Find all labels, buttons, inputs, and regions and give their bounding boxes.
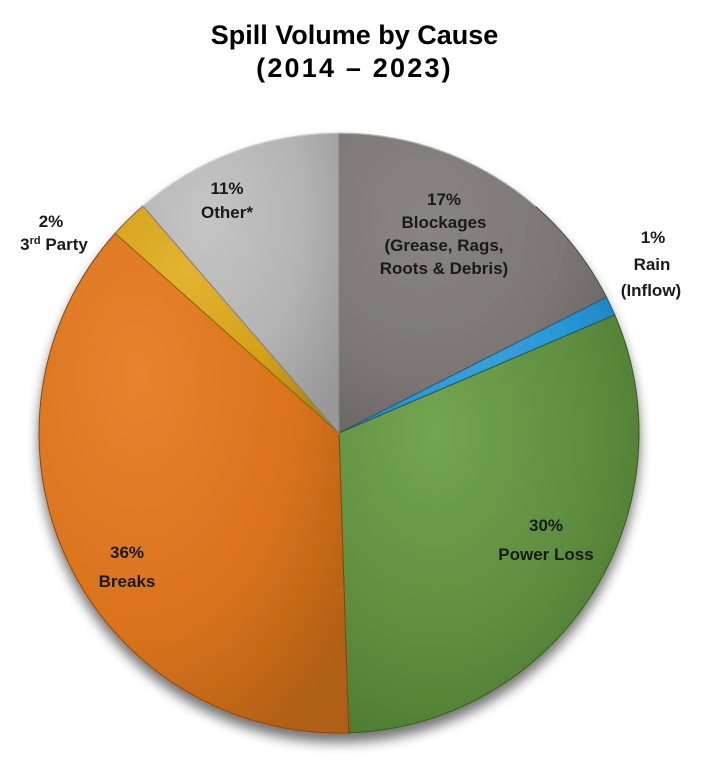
- svg-text:Roots & Debris): Roots & Debris): [380, 259, 508, 278]
- svg-text:(Grease, Rags,: (Grease, Rags,: [384, 236, 503, 255]
- svg-text:17%: 17%: [427, 190, 461, 209]
- svg-text:3rd Party: 3rd Party: [20, 235, 88, 254]
- svg-text:2%: 2%: [39, 212, 64, 231]
- svg-text:Other*: Other*: [201, 203, 253, 222]
- svg-text:30%: 30%: [529, 516, 563, 535]
- svg-text:36%: 36%: [110, 543, 144, 562]
- svg-text:Rain: Rain: [634, 255, 671, 274]
- svg-text:Breaks: Breaks: [99, 572, 156, 591]
- svg-text:11%: 11%: [210, 179, 243, 198]
- svg-text:Blockages: Blockages: [401, 213, 486, 232]
- svg-text:(Inflow): (Inflow): [621, 281, 681, 300]
- svg-text:Power Loss: Power Loss: [498, 545, 593, 564]
- svg-text:1%: 1%: [641, 228, 666, 247]
